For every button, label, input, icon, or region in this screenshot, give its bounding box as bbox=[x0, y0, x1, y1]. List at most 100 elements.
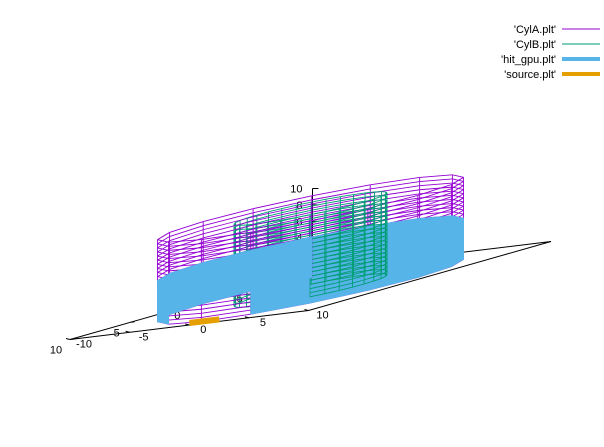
wire-ring-segment bbox=[311, 215, 327, 219]
wire-ring-segment bbox=[256, 223, 269, 228]
wire-ring-segment bbox=[203, 245, 254, 259]
wire-ring-segment bbox=[268, 208, 282, 213]
wire-ring-segment bbox=[157, 243, 169, 247]
wire-ring-segment bbox=[325, 200, 341, 204]
wire-ring-segment bbox=[325, 204, 341, 208]
wire-ring-segment bbox=[203, 232, 254, 247]
legend-label: 'hit_gpu.plt' bbox=[501, 54, 556, 66]
wire-ring-segment bbox=[325, 216, 341, 221]
wire-ring-segment bbox=[239, 295, 248, 299]
wire-ring-segment bbox=[340, 235, 354, 239]
wire-ring-segment bbox=[352, 230, 365, 235]
wire-ring-segment bbox=[311, 276, 327, 281]
wire-ring-segment bbox=[267, 232, 281, 236]
wire-ring-segment bbox=[352, 250, 365, 255]
wire-ring-segment bbox=[311, 243, 327, 248]
wire-ring-segment bbox=[419, 186, 453, 191]
wire-ring-segment bbox=[253, 203, 312, 218]
wire-ring-segment bbox=[253, 224, 312, 238]
wire-ring-segment bbox=[324, 289, 340, 295]
wire-ring-segment bbox=[256, 211, 269, 216]
wire-ring-segment bbox=[352, 254, 365, 259]
wire-ring-segment bbox=[340, 239, 354, 243]
z-tick-label: 10 bbox=[290, 184, 302, 196]
wire-ring-segment bbox=[353, 213, 366, 216]
wire-ring-segment bbox=[203, 228, 254, 243]
wire-ring-segment bbox=[419, 174, 453, 178]
wire-ring-segment bbox=[352, 279, 365, 284]
wire-ring-segment bbox=[370, 177, 420, 186]
wire-ring-segment bbox=[311, 206, 327, 211]
wire-ring-segment bbox=[309, 293, 325, 298]
wire-ring-segment bbox=[325, 220, 341, 225]
wire-ring-segment bbox=[452, 203, 464, 207]
wire-ring-segment bbox=[340, 210, 354, 214]
wire-ring-segment bbox=[373, 208, 382, 212]
wire-ring-segment bbox=[325, 196, 341, 200]
y-tick-mark bbox=[65, 338, 71, 340]
wire-ring-segment bbox=[340, 267, 354, 271]
back-surfaces bbox=[294, 174, 465, 304]
wire-ring-segment bbox=[352, 275, 365, 280]
wire-ring-segment bbox=[339, 233, 353, 238]
wire-ring-segment bbox=[340, 231, 354, 234]
wire-ring-segment bbox=[452, 174, 464, 178]
wire-ring-segment bbox=[365, 253, 375, 255]
wire-ring-segment bbox=[311, 252, 327, 256]
hit-band-facet bbox=[451, 215, 464, 260]
wire-ring-segment bbox=[281, 237, 297, 242]
wire-ring-segment bbox=[325, 212, 341, 217]
wire-ring-segment bbox=[373, 257, 382, 261]
wire-ring-segment bbox=[340, 198, 354, 202]
wire-ring-segment bbox=[340, 206, 354, 210]
wire-ring-segment bbox=[339, 221, 353, 226]
wire-ring-segment bbox=[352, 242, 365, 247]
wire-ring-segment bbox=[352, 222, 365, 227]
wire-ring-segment bbox=[253, 232, 312, 247]
wire-ring-segment bbox=[253, 207, 312, 222]
wire-ring-segment bbox=[201, 301, 251, 310]
wire-ring-segment bbox=[311, 239, 327, 244]
wire-ring-segment bbox=[325, 257, 341, 262]
wire-ring-segment bbox=[353, 192, 366, 195]
y-tick-mark bbox=[244, 316, 249, 319]
wire-ring-segment bbox=[203, 208, 254, 222]
wire-ring-segment bbox=[168, 239, 202, 243]
legend-label: 'CylB.plt' bbox=[514, 39, 556, 51]
wire-ring-segment bbox=[373, 196, 382, 200]
wire-ring-segment bbox=[201, 297, 251, 306]
wire-ring-segment bbox=[353, 241, 366, 245]
wire-ring-segment bbox=[281, 204, 297, 210]
wire-ring-segment bbox=[168, 317, 202, 321]
wire-ring-segment bbox=[452, 194, 464, 199]
x-tick-label: 0 bbox=[174, 310, 180, 322]
wire-ring-segment bbox=[201, 305, 251, 314]
wire-ring-segment bbox=[373, 237, 382, 241]
wire-ring-segment bbox=[365, 261, 375, 264]
wire-ring-segment bbox=[267, 228, 281, 232]
wire-ring-segment bbox=[325, 229, 341, 233]
wire-ring-segment bbox=[203, 236, 254, 251]
x-tick-mark bbox=[69, 338, 75, 340]
wire-ring-segment bbox=[253, 219, 312, 234]
hit-band-facet bbox=[157, 280, 170, 325]
wire-ring-segment bbox=[157, 267, 169, 272]
front-surfaces bbox=[156, 195, 327, 326]
wire-ring-segment bbox=[268, 236, 282, 242]
wire-ring-segment bbox=[352, 238, 365, 243]
wire-ring-segment bbox=[246, 227, 256, 230]
wire-ring-segment bbox=[340, 222, 354, 226]
legend: 'CylA.plt' 'CylB.plt' 'hit_gpu.plt' 'source… bbox=[501, 24, 600, 81]
wire-ring-segment bbox=[364, 280, 374, 285]
wire-ring-segment bbox=[339, 204, 353, 209]
wire-ring-segment bbox=[296, 205, 312, 210]
wire-ring-segment bbox=[365, 265, 375, 268]
y-tick-mark bbox=[304, 309, 309, 311]
wire-ring-segment bbox=[353, 274, 366, 277]
wire-ring-segment bbox=[311, 196, 371, 209]
wire-ring-segment bbox=[311, 272, 327, 277]
wire-ring-segment bbox=[353, 270, 366, 273]
wire-ring-segment bbox=[281, 229, 297, 234]
wire-ring-segment bbox=[281, 225, 297, 230]
wire-ring-segment bbox=[365, 224, 375, 227]
